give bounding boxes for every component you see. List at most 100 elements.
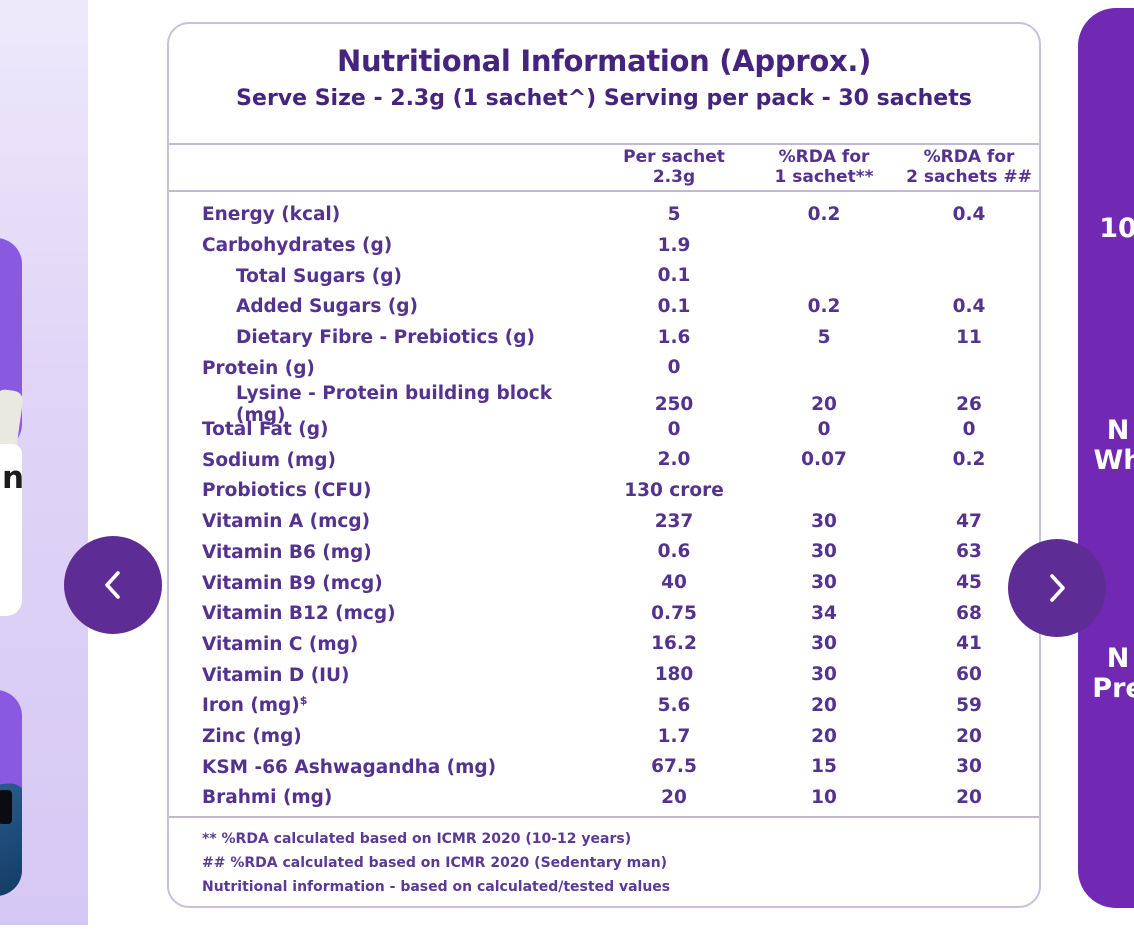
rda-2-sachets-value: 20 xyxy=(956,725,982,747)
nutrient-column-header xyxy=(169,147,599,187)
nutrient-label: KSM -66 Ashwagandha (mg) xyxy=(202,756,497,778)
per-sachet-value: 0.75 xyxy=(651,602,697,624)
rda-1-sachet-value: 30 xyxy=(811,664,837,686)
card-title: Nutritional Information (Approx.) xyxy=(336,44,872,78)
per-sachet-value: 250 xyxy=(654,394,694,416)
table-row: Protein (g) 0 xyxy=(169,352,1039,383)
table-header-row: Per sachet 2.3g %RDA for 1 sachet** %RDA… xyxy=(169,147,1039,187)
table-row: Total Fat (g) 0 0 0 xyxy=(169,414,1039,445)
nutrient-label: Vitamin A (mcg) xyxy=(202,511,371,533)
rda-1-sachet-value: 0.2 xyxy=(807,203,841,225)
per-sachet-value: 0.6 xyxy=(657,541,691,563)
nutrient-label: Lysine - Protein building block (mg) xyxy=(236,383,553,427)
rda-2-sachets-value: 60 xyxy=(956,664,982,686)
per-sachet-value: 1.7 xyxy=(657,725,691,747)
rda-2-sachets-value: 68 xyxy=(956,602,982,624)
per-sachet-value: 0.1 xyxy=(657,295,691,317)
rda-1-sachet-value: 30 xyxy=(811,510,837,532)
nutrient-label: Zinc (mg) xyxy=(202,726,302,748)
nutrient-label: Energy (kcal) xyxy=(202,204,341,226)
nutrient-label: Added Sugars (g) xyxy=(236,296,418,318)
rda-2-sachets-value: 45 xyxy=(956,572,982,594)
per-sachet-value: 0 xyxy=(667,418,681,440)
nutritional-information-card: Nutritional Information (Approx.) Serve … xyxy=(167,22,1041,908)
nutrient-label: Vitamin B6 (mg) xyxy=(202,541,372,563)
footnotes: ** %RDA calculated based on ICMR 2020 (1… xyxy=(202,827,670,899)
table-row: Vitamin A (mcg) 237 30 47 xyxy=(169,506,1039,537)
carousel-prev-button[interactable] xyxy=(64,536,162,634)
rda-2-sachets-value: 59 xyxy=(956,694,982,716)
rda-2-sachets-value: 41 xyxy=(956,633,982,655)
rda-2-sachets-value: 0 xyxy=(962,418,976,440)
table-row: Carbohydrates (g) 1.9 xyxy=(169,230,1039,261)
table-row: Added Sugars (g) 0.1 0.2 0.4 xyxy=(169,291,1039,322)
nutrient-label: Vitamin B12 (mcg) xyxy=(202,603,396,625)
nutrient-label: Total Sugars (g) xyxy=(236,265,402,287)
nutrient-label: Total Fat (g) xyxy=(202,419,329,441)
table-row: Total Sugars (g) 0.1 xyxy=(169,260,1039,291)
next-slide-text-fragment-bottom: N Pre xyxy=(1092,643,1134,704)
nutrient-label: Carbohydrates (g) xyxy=(202,235,393,257)
serve-size-subtitle: Serve Size - 2.3g (1 sachet^) Serving pe… xyxy=(236,86,972,111)
per-sachet-value: 130 crore xyxy=(624,480,724,502)
rda-1-sachet-value: 34 xyxy=(811,602,837,624)
rda-1-sachet-value: 30 xyxy=(811,541,837,563)
table-row: Brahmi (mg) 20 10 20 xyxy=(169,782,1039,813)
table-top-divider xyxy=(169,143,1039,145)
rda-2-sachets-value: 11 xyxy=(956,326,982,348)
carousel-next-button[interactable] xyxy=(1008,539,1106,637)
per-sachet-value: 237 xyxy=(654,510,694,532)
header-divider xyxy=(169,190,1039,192)
per-sachet-value: 1.9 xyxy=(657,234,691,256)
person-photo-shadow xyxy=(0,790,12,824)
rda-1-sachet-value: 10 xyxy=(811,786,837,808)
per-sachet-value: 67.5 xyxy=(651,756,697,778)
previous-slide-card-fragment-2 xyxy=(0,690,22,896)
per-sachet-value: 2.0 xyxy=(657,449,691,471)
per-sachet-value: 0.1 xyxy=(657,265,691,287)
per-sachet-value: 40 xyxy=(661,572,687,594)
nutrient-label: Iron (mg)$ xyxy=(202,694,308,717)
table-row: Energy (kcal) 5 0.2 0.4 xyxy=(169,199,1039,230)
previous-slide-peek: n xyxy=(0,0,88,925)
rda-1-sachet-value: 20 xyxy=(811,694,837,716)
nutrient-label: Sodium (mg) xyxy=(202,449,336,471)
per-sachet-value: 0 xyxy=(667,357,681,379)
per-sachet-value: 5 xyxy=(667,203,681,225)
rda-1-sachet-value: 0.07 xyxy=(801,449,847,471)
footnote-rda-2: ## %RDA calculated based on ICMR 2020 (S… xyxy=(202,855,668,871)
table-row: Iron (mg)$ 5.6 20 59 xyxy=(169,690,1039,721)
per-sachet-value: 1.6 xyxy=(657,326,691,348)
chevron-right-icon xyxy=(1043,570,1071,606)
nutrition-table-body: Energy (kcal) 5 0.2 0.4 Carbohydrates (g… xyxy=(169,199,1039,813)
nutrient-label: Probiotics (CFU) xyxy=(202,480,372,502)
next-slide-text-fragment-mid: N Wh xyxy=(1093,415,1134,476)
nutrient-label: Protein (g) xyxy=(202,357,315,379)
rda-2-sachets-column-header: %RDA for 2 sachets ## xyxy=(906,147,1032,187)
table-row: Vitamin C (mg) 16.2 30 41 xyxy=(169,629,1039,660)
chevron-left-icon xyxy=(99,567,127,603)
rda-2-sachets-value: 47 xyxy=(956,510,982,532)
nutrient-label: Brahmi (mg) xyxy=(202,787,333,809)
table-row: Dietary Fibre - Prebiotics (g) 1.6 5 11 xyxy=(169,322,1039,353)
next-slide-text-fragment-top: 10 xyxy=(1099,213,1134,244)
table-row: Zinc (mg) 1.7 20 20 xyxy=(169,721,1039,752)
rda-1-sachet-value: 30 xyxy=(811,572,837,594)
table-row: Lysine - Protein building block (mg) 250… xyxy=(169,383,1039,426)
rda-1-sachet-value: 20 xyxy=(811,394,837,416)
table-row: Vitamin B6 (mg) 0.6 30 63 xyxy=(169,537,1039,568)
rda-1-sachet-value: 30 xyxy=(811,633,837,655)
next-slide-peek: 10 N Wh N Pre xyxy=(1078,8,1134,908)
rda-1-sachet-value: 0 xyxy=(817,418,831,440)
nutrient-label: Vitamin D (IU) xyxy=(202,664,350,686)
rda-1-sachet-value: 15 xyxy=(811,756,837,778)
per-sachet-value: 5.6 xyxy=(657,694,691,716)
table-row: Probiotics (CFU) 130 crore xyxy=(169,475,1039,506)
rda-2-sachets-value: 0.2 xyxy=(952,449,986,471)
table-bottom-divider xyxy=(169,816,1039,818)
per-sachet-value: 16.2 xyxy=(651,633,697,655)
footnote-rda-1: ** %RDA calculated based on ICMR 2020 (1… xyxy=(202,831,632,847)
rda-2-sachets-value: 30 xyxy=(956,756,982,778)
per-sachet-column-header: Per sachet 2.3g xyxy=(623,147,725,187)
